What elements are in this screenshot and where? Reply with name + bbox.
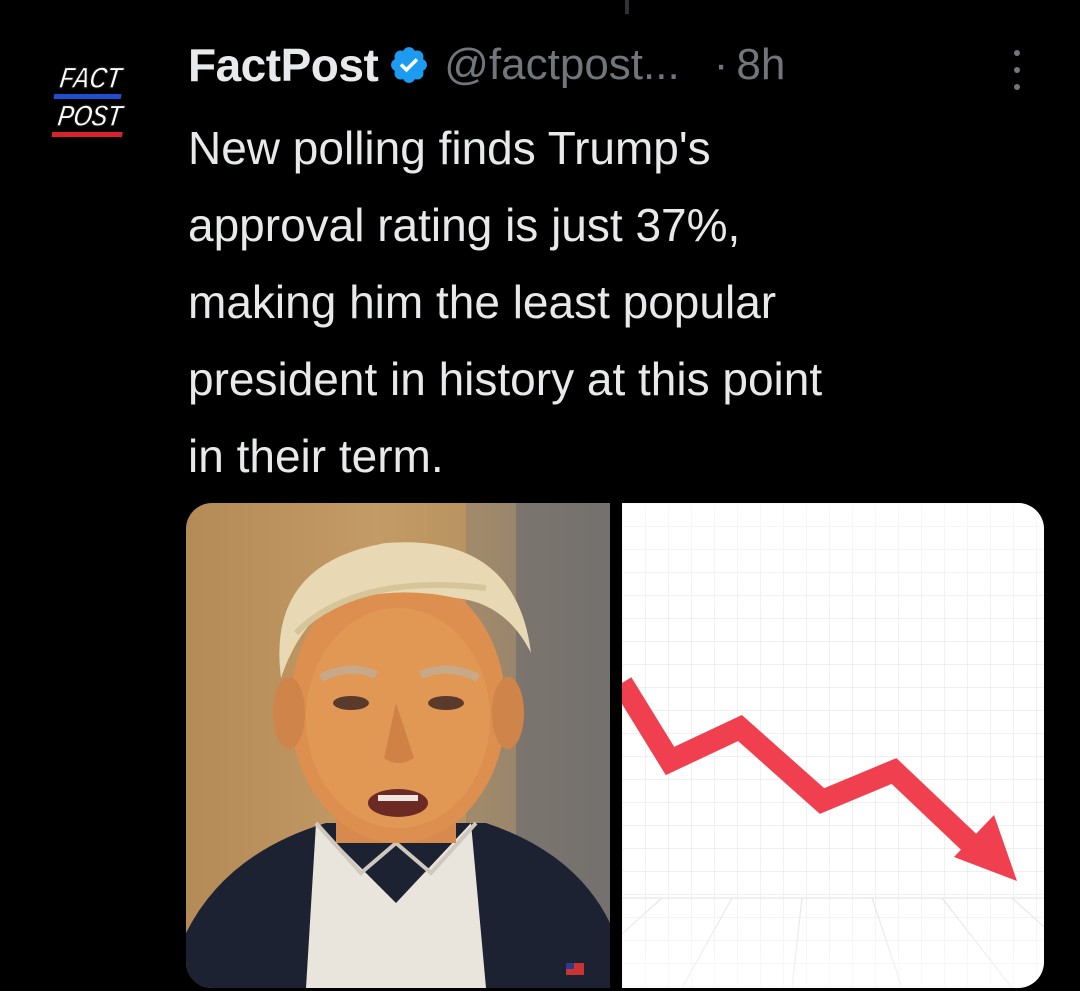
more-dot bbox=[1014, 84, 1020, 90]
display-name[interactable]: FactPost bbox=[188, 39, 379, 91]
tweet-text-line: approval rating is just 37%, bbox=[188, 199, 741, 251]
portrait-photo[interactable] bbox=[186, 503, 610, 988]
tweet-header: FactPost @factpost... · 8h bbox=[188, 34, 785, 96]
avatar-logo-line-1: FACT bbox=[53, 61, 126, 99]
media-grid bbox=[186, 503, 1044, 988]
post-timestamp[interactable]: 8h bbox=[736, 40, 786, 89]
tweet-text-line: president in history at this point bbox=[188, 353, 823, 405]
tweet-text-line: in their term. bbox=[188, 430, 444, 482]
more-dot bbox=[1014, 50, 1020, 56]
user-handle[interactable]: @factpost... bbox=[444, 40, 680, 89]
tweet-text-line: New polling finds Trump's bbox=[188, 122, 711, 174]
tweet-text-line: making him the least popular bbox=[188, 276, 777, 328]
avatar-logo-line-2: POST bbox=[51, 99, 127, 137]
separator-dot: · bbox=[713, 40, 729, 89]
more-dot bbox=[1014, 67, 1020, 73]
downward-trend-arrow-icon bbox=[622, 503, 1044, 988]
thread-connector-line bbox=[625, 0, 629, 14]
more-options-icon[interactable] bbox=[1010, 50, 1024, 90]
declining-trend-graphic[interactable] bbox=[622, 503, 1044, 988]
verified-badge-icon bbox=[391, 47, 428, 83]
avatar[interactable]: FACT POST bbox=[50, 58, 146, 148]
tweet-text: New polling finds Trump's approval ratin… bbox=[188, 110, 1048, 495]
portrait-illustration bbox=[186, 503, 610, 988]
